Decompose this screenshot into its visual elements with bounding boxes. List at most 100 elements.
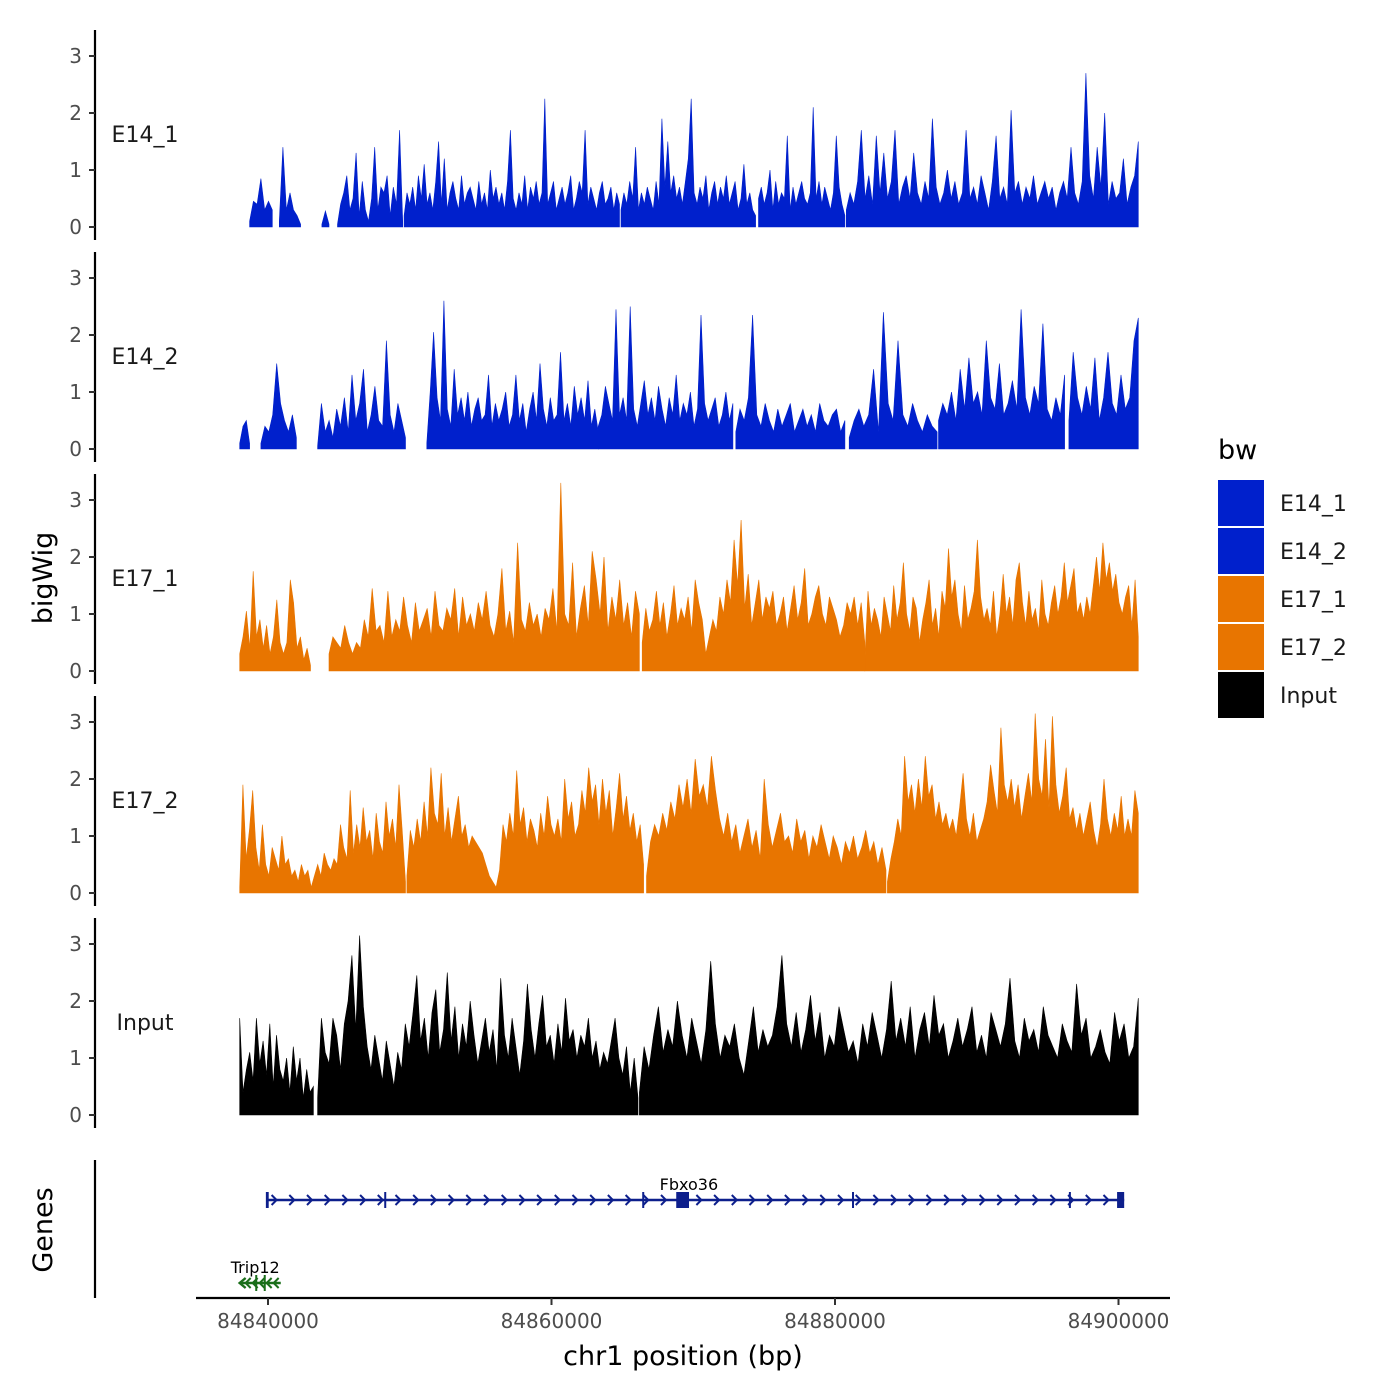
strand-arrow — [258, 1277, 266, 1289]
gene-label: Fbxo36 — [660, 1175, 718, 1194]
strand-arrow — [377, 1194, 385, 1206]
exon — [265, 1192, 269, 1208]
x-tick-label: 84840000 — [217, 1309, 319, 1333]
legend-swatch — [1218, 576, 1264, 622]
strand-arrow — [447, 1194, 455, 1206]
signal-area — [426, 300, 599, 450]
strand-arrow — [1031, 1194, 1040, 1206]
legend: bw E14_1 E14_2 E17_1 E17_2 Input — [1218, 435, 1347, 718]
signal-area — [337, 130, 403, 228]
y-tick-label: 2 — [69, 767, 82, 791]
legend-swatch — [1218, 528, 1264, 574]
strand-arrow — [695, 1194, 703, 1206]
strand-arrow — [660, 1194, 668, 1206]
y-tick-label: 1 — [69, 158, 82, 182]
signal-area — [846, 73, 1139, 228]
y-tick-label: 0 — [69, 437, 82, 461]
track-e17-2: 0 1 2 3 E17_2 — [69, 696, 1139, 906]
y-tick-label: 2 — [69, 101, 82, 125]
strand-arrow — [1014, 1194, 1022, 1206]
strand-arrow — [341, 1194, 349, 1206]
exon — [384, 1192, 387, 1208]
strand-arrow — [961, 1194, 969, 1206]
legend-entry-input: Input — [1218, 672, 1337, 718]
legend-entry-e17-1: E17_1 — [1218, 576, 1347, 622]
signal-area — [239, 784, 406, 894]
signal-area — [321, 209, 330, 228]
strand-arrow — [837, 1194, 845, 1206]
strand-arrow — [996, 1194, 1004, 1206]
exon — [255, 1275, 258, 1291]
signal-area — [598, 306, 734, 450]
signal-area — [639, 955, 1139, 1116]
strand-arrow — [607, 1194, 615, 1206]
strand-arrow — [872, 1194, 880, 1206]
gene-fbxo36: Fbxo36 — [265, 1175, 1125, 1208]
strand-arrow — [854, 1194, 863, 1206]
strand-arrow — [359, 1194, 367, 1206]
strand-arrow — [1102, 1194, 1110, 1206]
legend-swatch — [1218, 672, 1264, 718]
legend-entry-e14-2: E14_2 — [1218, 528, 1347, 574]
strand-arrow — [978, 1194, 986, 1206]
strand-arrow — [412, 1194, 420, 1206]
signal-area — [328, 482, 640, 672]
strand-arrow — [265, 1277, 273, 1289]
exon — [263, 1275, 266, 1291]
legend-entry-e14-1: E14_1 — [1218, 480, 1347, 526]
strand-arrow — [500, 1194, 509, 1206]
signal-area — [239, 1018, 314, 1116]
x-tick-label: 84880000 — [784, 1309, 886, 1333]
track-e14-2: 0 1 2 3 E14_2 — [69, 252, 1139, 462]
track-label: Input — [117, 1011, 174, 1036]
legend-label: E14_2 — [1280, 540, 1347, 565]
strand-arrow — [536, 1194, 544, 1206]
y-tick-label: 1 — [69, 380, 82, 404]
signal-area — [938, 309, 1065, 450]
strand-arrow — [784, 1194, 792, 1206]
y-tick-label: 3 — [69, 266, 82, 290]
legend-label: Input — [1280, 684, 1337, 709]
strand-arrow — [1049, 1194, 1057, 1206]
strand-arrow — [589, 1194, 597, 1206]
signal-area — [887, 713, 1139, 894]
strand-arrow — [571, 1194, 579, 1206]
strand-arrow — [925, 1194, 933, 1206]
track-label: E14_1 — [112, 123, 179, 148]
strand-arrow — [430, 1194, 438, 1206]
signal-area — [864, 539, 1139, 672]
y-tick-label: 3 — [69, 44, 82, 68]
track-label: E17_2 — [112, 789, 179, 814]
y-tick-label: 1 — [69, 1046, 82, 1070]
x-axis: 84840000 84860000 84880000 84900000 chr1 po… — [196, 1296, 1170, 1372]
strand-arrow — [272, 1277, 280, 1289]
strand-arrow — [908, 1194, 916, 1206]
legend-swatch — [1218, 480, 1264, 526]
signal-area — [848, 312, 938, 450]
strand-arrow — [1085, 1194, 1093, 1206]
strand-arrow — [731, 1194, 739, 1206]
signal-tracks: 0 1 2 3 E14_1 0 1 2 3 E14_2 0 1 2 3 E17_1 0 1 2 3 E17_2 0 1 2 3… — [69, 30, 1139, 1128]
exon — [1068, 1192, 1071, 1208]
exon — [1117, 1192, 1125, 1208]
track-label: E17_1 — [112, 567, 179, 592]
x-tick-label: 84900000 — [1068, 1309, 1170, 1333]
y-tick-label: 2 — [69, 323, 82, 347]
y-tick-label: 0 — [69, 659, 82, 683]
strand-arrow — [288, 1194, 296, 1206]
signal-area — [646, 756, 887, 894]
strand-arrow — [306, 1194, 314, 1206]
legend-swatch — [1218, 624, 1264, 670]
y-tick-label: 3 — [69, 488, 82, 512]
strand-arrow — [713, 1194, 721, 1206]
legend-label: E17_2 — [1280, 636, 1347, 661]
gene-trip12: Trip12 — [230, 1258, 281, 1291]
signal-area — [406, 767, 644, 894]
x-tick-label: 84860000 — [501, 1309, 603, 1333]
signal-area — [260, 363, 297, 450]
signal-area — [735, 314, 846, 450]
strand-arrow — [465, 1194, 473, 1206]
exon — [852, 1192, 855, 1208]
strand-arrow — [270, 1194, 278, 1206]
signal-area — [239, 571, 311, 672]
